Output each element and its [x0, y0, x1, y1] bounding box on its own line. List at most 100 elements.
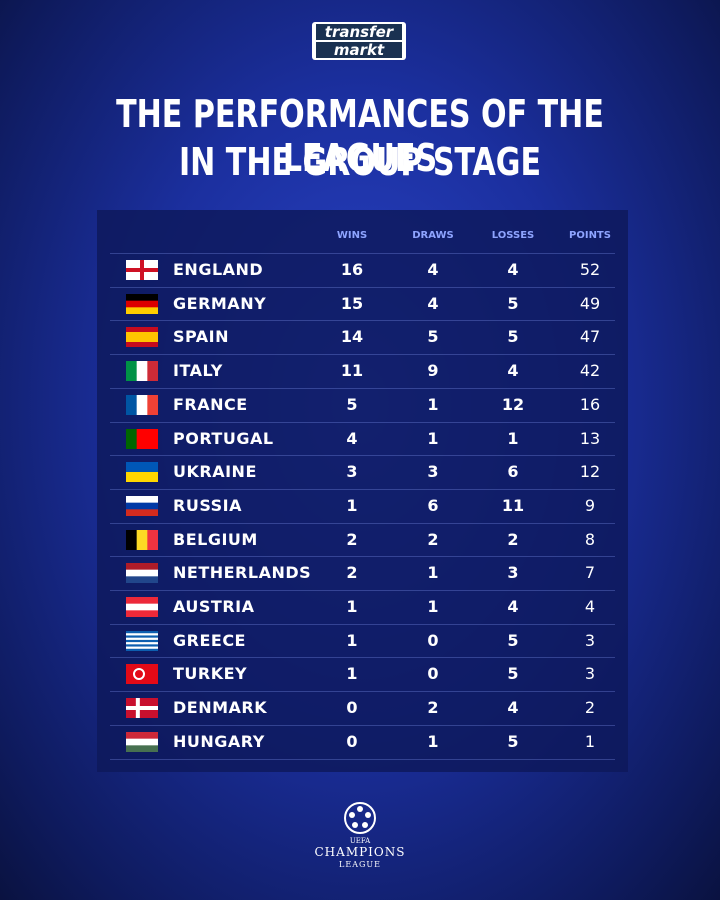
points-cell: 12	[579, 462, 601, 482]
stat-cell: 4	[507, 698, 519, 718]
flag	[126, 260, 158, 280]
points-cell: 47	[579, 327, 601, 347]
flag	[126, 394, 158, 415]
stat-cell: 1	[427, 563, 439, 583]
row-separator	[110, 556, 615, 558]
flag	[126, 664, 158, 685]
row-separator	[110, 455, 615, 457]
stat-cell: 5	[507, 630, 519, 650]
country-name: SPAIN	[173, 327, 230, 347]
row-separator	[110, 758, 615, 760]
flag	[126, 495, 158, 516]
flag-part	[126, 597, 158, 604]
stat-cell: 3	[346, 462, 358, 482]
points-cell: 13	[579, 428, 601, 448]
row-separator	[110, 488, 615, 490]
row-separator	[110, 691, 615, 693]
column-header: DRAWS	[412, 230, 454, 241]
stat-cell: 11	[501, 495, 525, 515]
logo: transfer markt	[312, 22, 406, 60]
stat-cell: 4	[507, 260, 519, 279]
flag-part	[126, 576, 158, 584]
stat-cell: 2	[427, 698, 439, 718]
table-panel	[97, 210, 628, 772]
stat-cell: 16	[340, 260, 364, 279]
flag-part	[136, 394, 148, 415]
flag-part	[126, 644, 158, 647]
stat-cell: 15	[340, 293, 364, 313]
stat-cell: 1	[507, 428, 519, 448]
title: THE PERFORMANCES OF THE LEAGUES	[116, 92, 604, 180]
points-cell: 7	[584, 563, 596, 583]
flag-part	[136, 428, 148, 449]
flag-part	[126, 646, 158, 649]
stat-cell: 4	[346, 428, 358, 448]
flag-part	[126, 268, 158, 272]
flag-part	[136, 529, 148, 550]
country-name: HUNGARY	[173, 731, 265, 751]
row-separator	[110, 724, 615, 726]
stat-cell: 11	[340, 361, 364, 381]
row-separator	[110, 387, 615, 389]
flag-part	[126, 502, 158, 510]
country-name: ENGLAND	[173, 260, 264, 279]
title: IN THE GROUP STAGE	[178, 140, 542, 184]
stat-cell: 1	[346, 597, 358, 616]
country-name: DENMARK	[173, 698, 268, 718]
flag	[126, 597, 158, 617]
points-cell: 49	[579, 293, 601, 313]
flag-part	[126, 738, 158, 746]
row-separator	[110, 657, 615, 659]
stat-cell: 2	[346, 563, 358, 583]
stat-cell: 1	[427, 428, 439, 448]
flag-part	[126, 569, 158, 577]
stat-cell: 5	[507, 327, 519, 347]
stat-cell: 0	[346, 698, 358, 718]
flag-part	[126, 337, 158, 343]
row-separator	[110, 354, 615, 356]
flag	[126, 630, 158, 651]
row-separator	[110, 590, 615, 591]
points-cell: 42	[579, 361, 601, 381]
flag-part	[126, 637, 158, 640]
stat-cell: 1	[427, 597, 439, 616]
flag-part	[126, 648, 158, 651]
stat-cell: 5	[507, 293, 519, 313]
stat-cell: 6	[507, 462, 519, 482]
flag	[126, 293, 158, 314]
row-separator	[110, 522, 615, 524]
stat-cell: 14	[340, 327, 364, 347]
stars	[349, 806, 371, 828]
flag-part	[126, 327, 158, 333]
points-cell: 1	[584, 731, 596, 751]
column-header: LOSSES	[491, 230, 535, 241]
stat-cell: 1	[346, 495, 358, 515]
footer-league: LEAGUE	[339, 860, 381, 869]
points-cell: 16	[579, 394, 601, 414]
stat-cell: 4	[427, 260, 439, 279]
country-name: UKRAINE	[173, 462, 257, 482]
stat-cell: 3	[427, 462, 439, 482]
points-cell: 4	[584, 597, 596, 616]
country-name: PORTUGAL	[173, 428, 274, 448]
stat-cell: 3	[507, 563, 519, 583]
logo-line: transfer	[316, 24, 402, 40]
points-cell: 52	[579, 260, 601, 279]
stat-cell: 5	[346, 394, 358, 414]
points-cell: 9	[584, 495, 596, 515]
country-name: RUSSIA	[173, 495, 242, 515]
flag-part	[147, 361, 158, 382]
flag-part	[126, 342, 158, 348]
flag-part	[126, 706, 158, 711]
flag-part	[126, 495, 158, 503]
flag-part	[126, 635, 158, 638]
flag	[126, 731, 158, 752]
country-name: TURKEY	[173, 664, 248, 684]
flag-part	[147, 529, 158, 550]
country-name: ITALY	[173, 361, 223, 381]
ball-outline	[344, 802, 376, 834]
flag-part	[126, 428, 137, 449]
flag	[126, 698, 158, 719]
row-separator	[110, 623, 615, 625]
